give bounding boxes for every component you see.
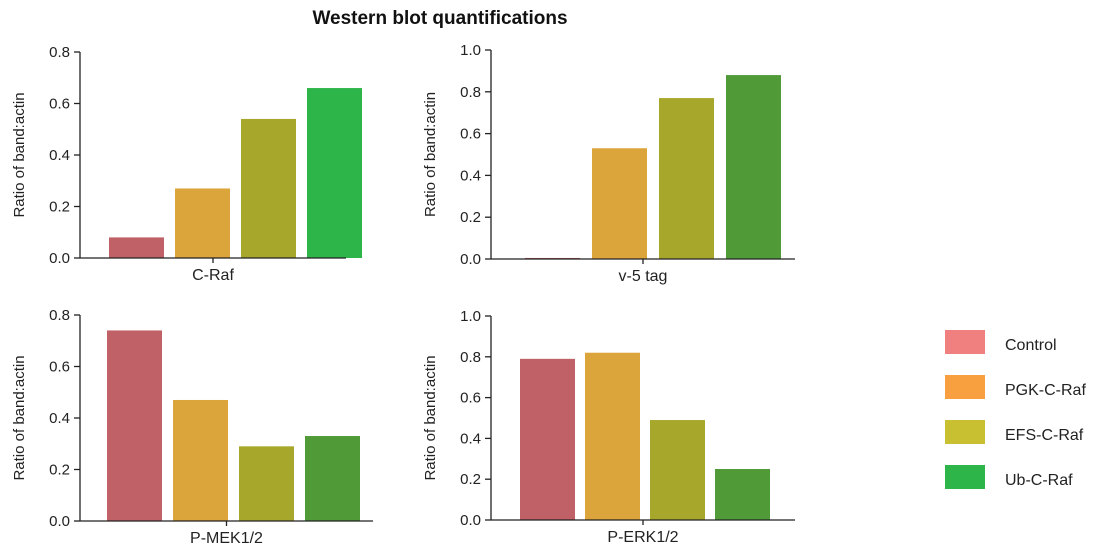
legend-item-efs-c-raf: EFS-C-Raf [945,420,1115,465]
y-tick-label-c-raf-2: 0.4 [49,147,70,164]
x-label-v-5-tag: v-5 tag [619,268,668,285]
y-tick-label-v-5-tag-5: 1.0 [460,42,481,59]
legend-item-control: Control [945,330,1115,375]
y-tick-label-c-raf-0: 0.0 [49,250,70,267]
legend-label-control: Control [1005,337,1057,354]
y-tick-label-v-5-tag-2: 0.4 [460,167,481,184]
chart-v-5-tag: 0.0 0.2 0.4 0.6 0.8 1.0 v-5 tag Ratio of band:a… [422,42,795,285]
y-tick-label-p-erk1-2-1: 0.2 [460,471,481,488]
legend-item-ub-c-raf: Ub-C-Raf [945,465,1115,510]
bar-p-erk1-2-ub-c-raf [715,469,770,520]
y-tick-label-v-5-tag-3: 0.6 [460,126,481,143]
figure-title: Western blot quantifications [312,8,568,29]
bar-p-erk1-2-pgk-c-raf [585,352,640,520]
bar-v-5-tag-pgk-c-raf [592,148,647,259]
chart-c-raf: 0.0 0.2 0.4 0.6 0.8 C-Raf Ratio of band:actin [11,44,362,284]
bar-c-raf-ub-c-raf [307,88,362,258]
y-tick-label-p-mek1-2-3: 0.6 [49,359,70,376]
legend-label-pgk-c-raf: PGK-C-Raf [1005,382,1086,399]
legend-swatch-ub-c-raf [945,465,985,489]
chart-p-mek1-2: 0.0 0.2 0.4 0.6 0.8 P-MEK1/2 Ratio of band:act… [11,307,373,547]
bar-p-mek1-2-control [107,330,162,521]
y-tick-label-p-erk1-2-0: 0.0 [460,512,481,529]
y-tick-label-p-erk1-2-3: 0.6 [460,390,481,407]
bar-p-erk1-2-control [520,358,575,520]
x-label-c-raf: C-Raf [192,267,234,284]
y-tick-label-c-raf-4: 0.8 [49,44,70,61]
y-tick-label-p-erk1-2-5: 1.0 [460,308,481,325]
legend-swatch-pgk-c-raf [945,375,985,399]
legend-item-pgk-c-raf: PGK-C-Raf [945,375,1115,420]
y-tick-label-c-raf-3: 0.6 [49,96,70,113]
y-label-p-erk1-2: Ratio of band:actin [422,355,439,480]
legend-swatch-efs-c-raf [945,420,985,444]
y-tick-label-p-erk1-2-4: 0.8 [460,349,481,366]
y-tick-label-p-mek1-2-4: 0.8 [49,307,70,324]
bar-p-mek1-2-efs-c-raf [239,446,294,521]
chart-p-erk1-2: 0.0 0.2 0.4 0.6 0.8 1.0 P-ERK1/2 Ratio of band:… [422,308,795,546]
y-tick-label-v-5-tag-0: 0.0 [460,251,481,268]
x-label-p-mek1-2: P-MEK1/2 [190,530,263,547]
y-label-c-raf: Ratio of band:actin [11,92,28,217]
y-tick-label-c-raf-1: 0.2 [49,199,70,216]
bar-c-raf-efs-c-raf [241,118,296,258]
y-label-p-mek1-2: Ratio of band:actin [11,355,28,480]
bar-p-mek1-2-pgk-c-raf [173,399,228,521]
legend-label-ub-c-raf: Ub-C-Raf [1005,472,1073,489]
bar-v-5-tag-ub-c-raf [726,75,781,259]
legend-swatch-control [945,330,985,354]
bar-p-mek1-2-ub-c-raf [305,436,360,521]
bar-c-raf-control [109,237,164,258]
legend-label-efs-c-raf: EFS-C-Raf [1005,427,1084,444]
y-tick-label-v-5-tag-4: 0.8 [460,84,481,101]
y-tick-label-p-mek1-2-1: 0.2 [49,462,70,479]
x-label-p-erk1-2: P-ERK1/2 [607,529,678,546]
y-tick-label-v-5-tag-1: 0.2 [460,209,481,226]
bar-v-5-tag-efs-c-raf [659,98,714,259]
y-label-v-5-tag: Ratio of band:actin [422,92,439,217]
bar-p-erk1-2-efs-c-raf [650,420,705,520]
bar-c-raf-pgk-c-raf [175,188,230,258]
y-tick-label-p-mek1-2-2: 0.4 [49,410,70,427]
y-tick-label-p-erk1-2-2: 0.4 [460,430,481,447]
legend: Control PGK-C-Raf EFS-C-Raf Ub-C-Raf [945,330,1115,510]
y-tick-label-p-mek1-2-0: 0.0 [49,513,70,530]
